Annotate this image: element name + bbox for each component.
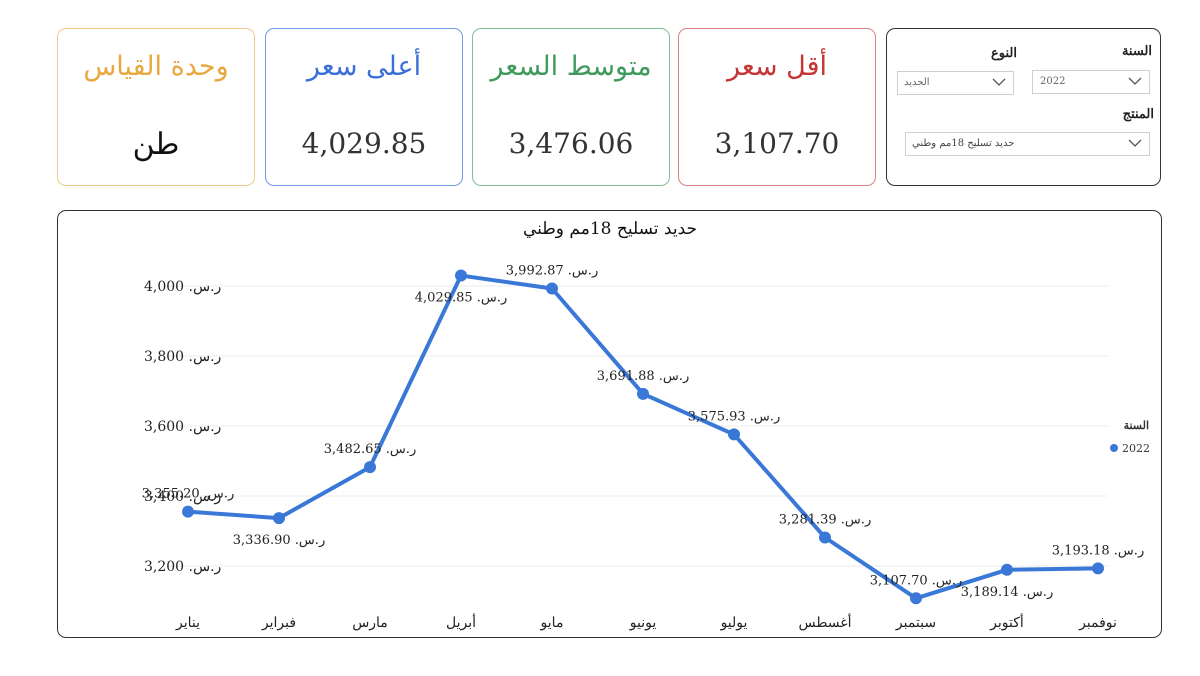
min-price-title: أقل سعر <box>727 51 827 82</box>
data-label: ر.س. 3,193.18 <box>1052 543 1144 558</box>
series-line-2022 <box>186 273 1100 601</box>
x-tick-label: أبريل <box>446 612 476 631</box>
type-filter-label: النوع <box>991 46 1017 61</box>
y-tick-label: ر.س. 3,400 <box>144 489 221 505</box>
data-label: ر.س. 3,482.65 <box>324 442 416 457</box>
data-point <box>455 269 467 282</box>
data-label: ر.س. 3,281.39 <box>779 513 871 528</box>
year-filter-value: 2022 <box>1040 76 1066 87</box>
year-filter-dropdown[interactable]: 2022 <box>1032 70 1150 94</box>
x-tick-label: نوفمبر <box>1078 615 1117 631</box>
max-price-card: أعلى سعر 4,029.85 <box>265 28 463 186</box>
data-point <box>182 505 194 518</box>
data-point <box>1001 563 1013 576</box>
min-price-card: أقل سعر 3,107.70 <box>678 28 876 186</box>
legend-item-2022[interactable]: 2022 <box>1122 442 1150 455</box>
price-chart-panel: حديد تسليح 18مم وطني ر.س. 3,200 ر.س. 3,40… <box>57 210 1162 638</box>
year-filter-label: السنة <box>1121 44 1152 59</box>
type-filter-dropdown[interactable]: الحديد <box>897 71 1014 95</box>
filters-panel: السنة 2022 النوع الحديد المنتج حديد تسلي… <box>886 28 1161 186</box>
data-point <box>819 531 831 544</box>
x-tick-label: يونيو <box>629 615 657 631</box>
y-tick-label: ر.س. 3,800 <box>144 349 221 365</box>
data-label: ر.س. 3,691.88 <box>597 369 689 384</box>
avg-price-title: متوسط السعر <box>490 51 652 82</box>
unit-card-title: وحدة القياس <box>83 51 229 82</box>
data-label: ر.س. 3,575.93 <box>688 409 780 424</box>
data-label: ر.س. 3,992.87 <box>506 263 598 278</box>
chevron-down-icon <box>1128 139 1142 147</box>
x-tick-label: فبراير <box>261 615 296 631</box>
data-label: ر.س. 3,336.90 <box>233 533 325 548</box>
product-filter-label: المنتج <box>1122 107 1154 122</box>
legend-marker-2022 <box>1110 444 1118 452</box>
data-label: ر.س. 3,189.14 <box>961 585 1053 600</box>
x-tick-label: مايو <box>540 615 564 631</box>
data-point <box>546 282 558 295</box>
data-label: ر.س. 3,355.20 <box>142 487 234 502</box>
x-tick-label: يوليو <box>720 615 748 631</box>
data-label: ر.س. 3,107.70 <box>870 573 962 588</box>
legend-title: السنة <box>1124 419 1149 432</box>
data-point <box>728 428 740 441</box>
x-tick-label: سبتمبر <box>895 615 936 631</box>
price-line-chart: حديد تسليح 18مم وطني ر.س. 3,200 ر.س. 3,40… <box>142 219 1150 631</box>
type-filter-value: الحديد <box>904 77 930 88</box>
unit-card-value: طن <box>132 127 180 162</box>
x-tick-label: يناير <box>175 615 200 631</box>
product-filter-dropdown[interactable]: حديد تسليح 18مم وطني <box>905 132 1150 156</box>
max-price-title: أعلى سعر <box>306 51 422 82</box>
data-point <box>910 592 922 605</box>
y-tick-label: ر.س. 4,000 <box>144 279 221 295</box>
y-tick-label: ر.س. 3,200 <box>144 559 221 575</box>
max-price-value: 4,029.85 <box>301 127 427 160</box>
data-point <box>273 512 285 525</box>
data-point <box>1092 562 1104 575</box>
x-tick-label: أكتوبر <box>989 612 1024 631</box>
unit-card: وحدة القياس طن <box>57 28 255 186</box>
data-label: ر.س. 4,029.85 <box>415 291 507 306</box>
chart-title: حديد تسليح 18مم وطني <box>523 219 697 239</box>
x-tick-label: أغسطس <box>798 612 851 631</box>
x-tick-label: مارس <box>352 615 388 631</box>
data-point <box>364 461 376 474</box>
min-price-value: 3,107.70 <box>714 127 840 160</box>
avg-price-card: متوسط السعر 3,476.06 <box>472 28 670 186</box>
chevron-down-icon <box>992 78 1006 86</box>
y-tick-label: ر.س. 3,600 <box>144 419 221 435</box>
data-point <box>637 387 649 400</box>
product-filter-value: حديد تسليح 18مم وطني <box>912 138 1015 149</box>
avg-price-value: 3,476.06 <box>508 127 634 160</box>
chevron-down-icon <box>1128 77 1142 85</box>
